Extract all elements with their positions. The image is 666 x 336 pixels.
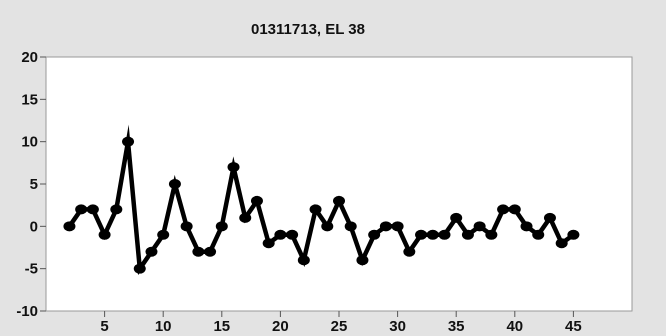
data-point	[63, 221, 76, 232]
y-tick-label: -10	[16, 303, 38, 320]
x-tick-label: 45	[565, 318, 582, 335]
data-point	[110, 204, 123, 215]
data-point	[274, 229, 287, 240]
data-point	[133, 263, 146, 274]
data-point	[344, 221, 357, 232]
data-point	[157, 229, 170, 240]
y-tick-label: 20	[21, 49, 38, 66]
x-tick-label: 25	[331, 318, 348, 335]
data-point	[239, 212, 252, 223]
data-point	[309, 204, 322, 215]
data-point	[532, 229, 545, 240]
x-tick-label: 15	[213, 318, 230, 335]
data-point	[98, 229, 111, 240]
x-tick-label: 5	[100, 318, 108, 335]
data-point	[450, 212, 463, 223]
y-tick-label: 0	[30, 218, 38, 235]
data-point	[286, 229, 299, 240]
data-point	[297, 255, 310, 266]
data-point	[333, 195, 345, 206]
data-point	[204, 246, 217, 257]
x-tick-label: 10	[155, 318, 172, 335]
data-point	[262, 238, 275, 249]
data-point	[520, 221, 533, 232]
x-tick-label: 20	[272, 318, 289, 335]
y-tick-label: -5	[25, 261, 38, 278]
data-point	[438, 229, 451, 240]
y-tick-label: 15	[21, 91, 38, 108]
x-tick-label: 40	[506, 318, 523, 335]
data-point	[485, 229, 498, 240]
y-axis: -10 -5 0 5 10 15 20	[16, 49, 46, 320]
data-point	[168, 179, 181, 189]
data-point	[461, 229, 474, 240]
x-axis: 5 10 15 20 25 30 35 40 45	[100, 311, 582, 335]
data-point	[379, 221, 392, 232]
series-layer	[63, 124, 580, 276]
data-point	[192, 246, 205, 257]
data-point	[86, 204, 99, 215]
data-point	[122, 136, 135, 147]
data-point	[403, 246, 416, 257]
data-point	[508, 204, 521, 215]
data-point	[567, 229, 580, 240]
data-point	[250, 195, 263, 206]
data-point	[75, 204, 88, 215]
y-tick-label: 10	[21, 134, 38, 151]
data-point	[473, 221, 486, 232]
chart-title: 01311713, EL 38	[251, 21, 365, 38]
data-point	[368, 229, 381, 240]
data-point	[215, 221, 228, 232]
data-point	[497, 204, 510, 215]
data-point	[415, 229, 428, 240]
x-tick-label: 35	[448, 318, 465, 335]
x-tick-label: 30	[389, 318, 406, 335]
y-tick-label: 5	[30, 176, 38, 193]
data-point	[227, 162, 240, 173]
data-point	[145, 246, 158, 257]
data-point	[321, 221, 334, 232]
data-point	[555, 238, 568, 249]
data-point	[426, 229, 439, 240]
data-point	[391, 221, 404, 232]
data-point	[356, 255, 369, 266]
data-point	[543, 212, 556, 223]
data-point	[180, 221, 193, 232]
